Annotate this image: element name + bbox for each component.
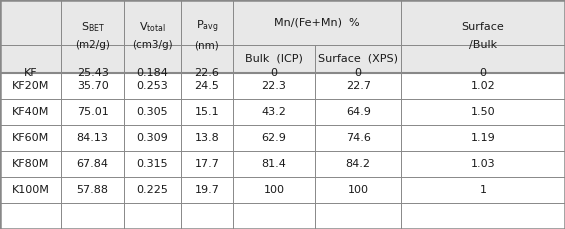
Text: KF: KF [24, 68, 37, 78]
Text: KF40M: KF40M [12, 107, 49, 117]
Text: KF60M: KF60M [12, 133, 49, 143]
Text: 81.4: 81.4 [262, 159, 286, 169]
Text: 1.19: 1.19 [471, 133, 496, 143]
Text: 0.253: 0.253 [137, 81, 168, 91]
Text: 67.84: 67.84 [77, 159, 108, 169]
Text: 75.01: 75.01 [77, 107, 108, 117]
Bar [0, 45, 565, 73]
Text: 35.70: 35.70 [77, 81, 108, 91]
Text: 0: 0 [480, 68, 486, 78]
Text: K100M: K100M [11, 185, 50, 195]
Text: Bulk  (ICP): Bulk (ICP) [245, 54, 303, 64]
Text: KF20M: KF20M [12, 81, 49, 91]
Text: 1.03: 1.03 [471, 159, 496, 169]
Text: KF80M: KF80M [12, 159, 49, 169]
Text: 0.184: 0.184 [137, 68, 168, 78]
Text: 22.3: 22.3 [262, 81, 286, 91]
Text: 24.5: 24.5 [194, 81, 219, 91]
Text: 15.1: 15.1 [194, 107, 219, 117]
Text: S$_\mathregular{BET}$: S$_\mathregular{BET}$ [81, 20, 105, 34]
Text: 84.13: 84.13 [77, 133, 108, 143]
Text: 84.2: 84.2 [346, 159, 371, 169]
Text: 22.6: 22.6 [194, 68, 219, 78]
Text: 1.02: 1.02 [471, 81, 496, 91]
Text: Mn/(Fe+Mn)  %: Mn/(Fe+Mn) % [274, 17, 360, 27]
Text: Surface  (XPS): Surface (XPS) [318, 54, 398, 64]
Text: 100: 100 [263, 185, 285, 195]
Text: (nm): (nm) [194, 40, 219, 50]
Text: 0.305: 0.305 [137, 107, 168, 117]
Text: (cm3/g): (cm3/g) [132, 40, 173, 50]
Text: 22.7: 22.7 [346, 81, 371, 91]
Text: 25.43: 25.43 [77, 68, 108, 78]
Text: 1.50: 1.50 [471, 107, 496, 117]
Text: 19.7: 19.7 [194, 185, 219, 195]
Bar [0, 0, 565, 45]
Text: 0.309: 0.309 [137, 133, 168, 143]
Text: 64.9: 64.9 [346, 107, 371, 117]
Text: Surface: Surface [462, 22, 505, 32]
Text: 1: 1 [480, 185, 486, 195]
Text: 57.88: 57.88 [77, 185, 108, 195]
Text: V$_\mathregular{total}$: V$_\mathregular{total}$ [139, 20, 166, 34]
Text: /Bulk: /Bulk [469, 40, 497, 50]
Text: 0.225: 0.225 [137, 185, 168, 195]
Text: 0: 0 [271, 68, 277, 78]
Text: 74.6: 74.6 [346, 133, 371, 143]
Text: 0: 0 [355, 68, 362, 78]
Text: 43.2: 43.2 [262, 107, 286, 117]
Text: P$_\mathregular{avg}$: P$_\mathregular{avg}$ [195, 19, 218, 35]
Text: (m2/g): (m2/g) [75, 40, 110, 50]
Text: 62.9: 62.9 [262, 133, 286, 143]
Text: 17.7: 17.7 [194, 159, 219, 169]
Text: 100: 100 [347, 185, 369, 195]
Text: 0.315: 0.315 [137, 159, 168, 169]
Text: 13.8: 13.8 [194, 133, 219, 143]
